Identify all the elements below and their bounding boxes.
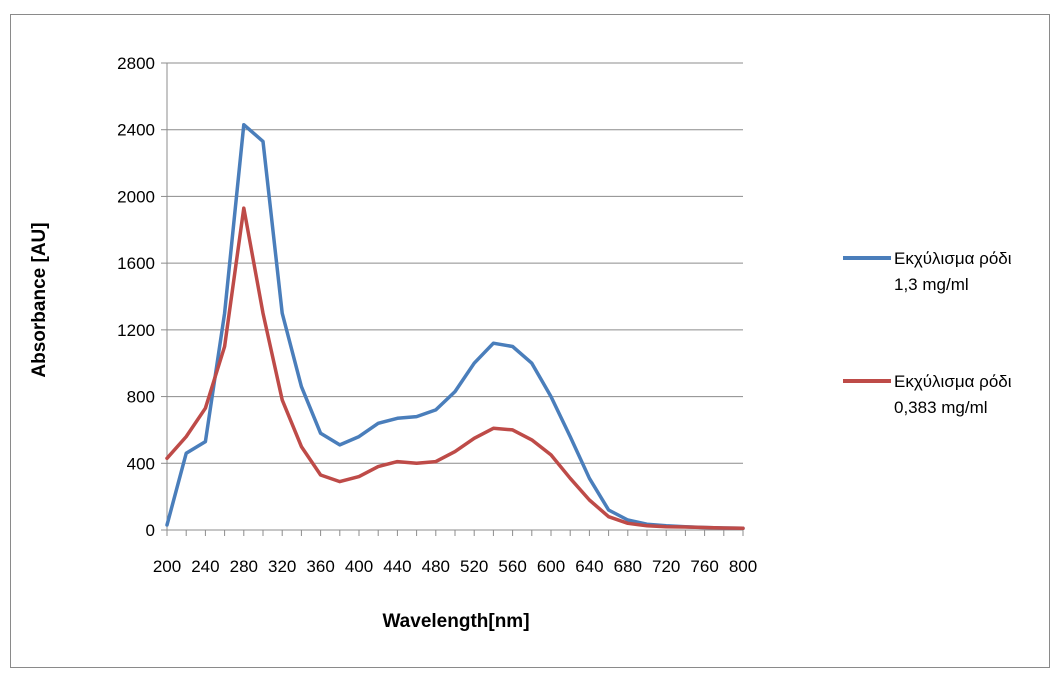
x-tick-label: 360	[306, 557, 334, 576]
series-line-2	[165, 206, 745, 531]
legend-label-2: Εκχύλισμα ρόδι 0,383 mg/ml	[894, 372, 1012, 417]
y-tick-label: 2800	[117, 54, 155, 73]
x-tick-label: 440	[383, 557, 411, 576]
x-tick-label: 760	[690, 557, 718, 576]
x-axis-title: Wavelength[nm]	[382, 611, 529, 632]
axes	[161, 62, 744, 536]
legend: Εκχύλισμα ρόδι 1,3 mg/ml Εκχύλισμα ρόδι 0,3…	[843, 249, 1012, 417]
y-tick-label: 1200	[117, 321, 155, 340]
x-tick-label: 400	[345, 557, 373, 576]
x-tick-label: 800	[729, 557, 757, 576]
x-tick-label: 600	[537, 557, 565, 576]
x-tick-label: 680	[614, 557, 642, 576]
legend-label-1: Εκχύλισμα ρόδι 1,3 mg/ml	[894, 249, 1012, 294]
x-tick-label: 560	[498, 557, 526, 576]
y-axis-title: Absorbance [AU]	[29, 222, 50, 377]
x-tick-label: 200	[153, 557, 181, 576]
y-tick-label: 1600	[117, 254, 155, 273]
series-lines	[165, 122, 745, 531]
x-tick-label: 720	[652, 557, 680, 576]
x-tick-label: 480	[422, 557, 450, 576]
y-tick-label: 0	[146, 521, 155, 540]
y-tick-label: 800	[127, 388, 155, 407]
chart-frame: 0 400 800 1200 1600 2000 2400 2800 200 240 280 320…	[10, 14, 1050, 668]
x-tick-label: 280	[230, 557, 258, 576]
x-tick-label: 240	[191, 557, 219, 576]
gridlines	[167, 62, 743, 464]
series-line-1	[165, 122, 745, 531]
x-tick-label: 520	[460, 557, 488, 576]
y-tick-label: 400	[127, 454, 155, 473]
x-tick-label: 640	[575, 557, 603, 576]
y-tick-label: 2000	[117, 187, 155, 206]
x-tick-label: 320	[268, 557, 296, 576]
chart-svg: 0 400 800 1200 1600 2000 2400 2800 200 240 280 320…	[29, 54, 1012, 632]
x-tick-labels: 200 240 280 320 360 400 440 480 520 560 600 640 680 7…	[153, 557, 757, 576]
y-tick-labels: 0 400 800 1200 1600 2000 2400 2800	[117, 54, 155, 540]
y-tick-label: 2400	[117, 121, 155, 140]
